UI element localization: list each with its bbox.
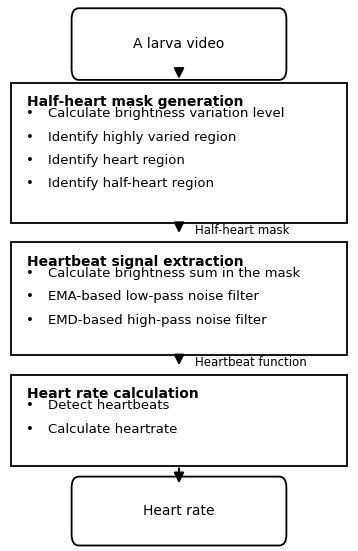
Text: Heart rate: Heart rate [143, 504, 215, 518]
Text: Heartbeat function: Heartbeat function [195, 356, 307, 369]
Text: •: • [26, 314, 34, 327]
Text: Half-heart mask generation: Half-heart mask generation [27, 95, 243, 109]
Text: •: • [26, 154, 34, 167]
FancyBboxPatch shape [11, 375, 347, 466]
Text: •: • [26, 131, 34, 144]
FancyBboxPatch shape [72, 8, 286, 80]
Text: Half-heart mask: Half-heart mask [195, 224, 290, 237]
Text: Calculate brightness variation level: Calculate brightness variation level [48, 107, 285, 121]
FancyBboxPatch shape [72, 477, 286, 545]
Text: Calculate heartrate: Calculate heartrate [48, 423, 178, 436]
Text: •: • [26, 107, 34, 121]
Text: •: • [26, 267, 34, 280]
Text: •: • [26, 177, 34, 190]
Text: Identify highly varied region: Identify highly varied region [48, 131, 237, 144]
Text: Identify heart region: Identify heart region [48, 154, 185, 167]
Text: Heartbeat signal extraction: Heartbeat signal extraction [27, 255, 243, 268]
Text: Identify half-heart region: Identify half-heart region [48, 177, 214, 190]
Text: Calculate brightness sum in the mask: Calculate brightness sum in the mask [48, 267, 301, 280]
Text: A larva video: A larva video [133, 37, 225, 51]
FancyBboxPatch shape [11, 83, 347, 223]
Text: Heart rate calculation: Heart rate calculation [27, 387, 199, 401]
FancyBboxPatch shape [11, 242, 347, 355]
Text: •: • [26, 290, 34, 304]
Text: EMD-based high-pass noise filter: EMD-based high-pass noise filter [48, 314, 267, 327]
Text: •: • [26, 423, 34, 436]
Text: EMA-based low-pass noise filter: EMA-based low-pass noise filter [48, 290, 259, 304]
Text: Detect heartbeats: Detect heartbeats [48, 399, 170, 413]
Text: •: • [26, 399, 34, 413]
